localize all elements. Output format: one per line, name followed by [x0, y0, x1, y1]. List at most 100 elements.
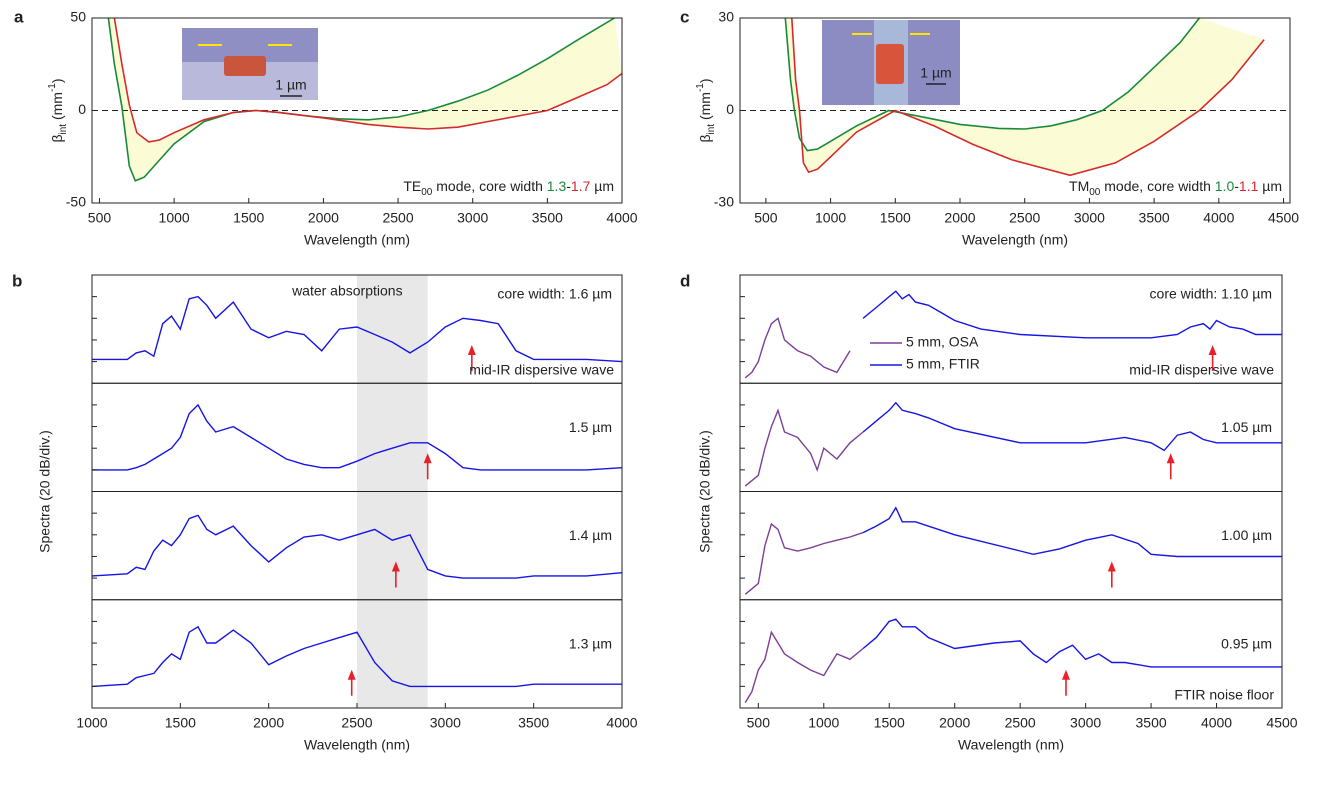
text-part: 1.0 [1215, 178, 1235, 194]
subplot-label: 1.3 µm [569, 635, 612, 651]
x-tick-label: 3500 [532, 210, 563, 226]
subplot-note: mid-IR dispersive wave [1129, 362, 1274, 378]
arrow-head [391, 561, 400, 572]
subplot-label: 1.4 µm [569, 527, 612, 543]
text-part: - [1234, 178, 1239, 194]
y-tick-label: -50 [66, 194, 86, 210]
data-line [113, 18, 622, 143]
spectrum-line [744, 408, 864, 487]
x-axis-label: Wavelength (nm) [958, 737, 1064, 753]
subplot-label: 1.05 µm [1221, 419, 1272, 435]
subplot [92, 295, 622, 363]
x-tick-label: 1000 [808, 715, 839, 731]
legend-label: 5 mm, OSA [906, 334, 979, 350]
annotation: TM00 mode, core width 1.0-1.1 µm [1069, 178, 1282, 198]
subplot [744, 401, 1282, 487]
x-axis-label: Wavelength (nm) [304, 737, 410, 753]
x-tick-label: 4000 [606, 210, 637, 226]
text-part: 00 [1089, 187, 1101, 198]
x-tick-label: 3500 [1139, 210, 1170, 226]
x-tick-label: 2000 [308, 210, 339, 226]
x-tick-label: 3500 [518, 715, 549, 731]
x-tick-label: 1000 [815, 210, 846, 226]
x-tick-label: 4000 [606, 715, 637, 731]
x-tick-label: 2000 [944, 210, 975, 226]
panel-label: d [680, 271, 690, 290]
text-part: ) [697, 78, 713, 83]
y-axis-label: Spectra (20 dB/div.) [37, 430, 53, 553]
fill-between [108, 18, 622, 181]
subplot-label: core width: 1.10 µm [1150, 286, 1272, 302]
subplot [744, 618, 1282, 703]
text-part: β [49, 134, 65, 142]
x-axis-label: Wavelength (nm) [962, 232, 1068, 248]
subplot-note: FTIR noise floor [1174, 686, 1274, 702]
x-tick-label: 500 [747, 715, 771, 731]
plot-area [740, 18, 1290, 177]
inset-c [822, 20, 960, 105]
text-part: ) [49, 78, 65, 83]
arrow-head [1166, 453, 1175, 464]
spectrum-line [862, 618, 1282, 668]
text-part: TE [403, 178, 421, 194]
x-tick-label: 2500 [1005, 715, 1036, 731]
subplot-frame [739, 491, 1283, 601]
subplot-label: 1.5 µm [569, 419, 612, 435]
inset-scale-label: 1 µm [920, 65, 951, 81]
arrow-head [1107, 561, 1116, 572]
text-part: 00 [421, 187, 433, 198]
inset-scale-label: 1 µm [275, 77, 306, 93]
text-part: -1 [47, 83, 58, 92]
inset-a [182, 28, 318, 100]
x-tick-label: 3500 [1136, 715, 1167, 731]
spectrum-line [92, 403, 622, 471]
subplot [92, 403, 622, 471]
fill-between [785, 18, 1265, 176]
x-tick-label: 1500 [233, 210, 264, 226]
y-tick-label: -30 [714, 194, 734, 210]
spectrum-line [862, 290, 1282, 339]
text-part: 1.3 [547, 178, 567, 194]
spectrum-line [92, 514, 622, 579]
subplot [744, 506, 1282, 595]
x-tick-label: 4000 [1201, 715, 1232, 731]
x-tick-label: 1500 [880, 210, 911, 226]
arrow-head [347, 669, 356, 680]
annotation: TE00 mode, core width 1.3-1.7 µm [403, 178, 614, 198]
arrow-head [1208, 345, 1217, 355]
x-tick-label: 1000 [159, 210, 190, 226]
text-part: int [706, 124, 717, 135]
text-part: 1.7 [571, 178, 591, 194]
subplot-note: mid-IR dispersive wave [469, 362, 614, 378]
subplot-label: core width: 1.6 µm [497, 286, 612, 302]
text-part: mode, core width [432, 178, 546, 194]
x-tick-label: 2000 [253, 715, 284, 731]
arrow-head [423, 453, 432, 464]
spectrum-line [744, 317, 851, 379]
x-tick-label: 3000 [1070, 715, 1101, 731]
text-part: int [58, 124, 69, 135]
y-tick-label: 30 [718, 9, 734, 25]
spectrum-line [744, 522, 864, 595]
subplot [744, 290, 1282, 379]
y-axis-label: βint (mm-1) [47, 78, 69, 142]
spectrum-line [92, 625, 622, 688]
inset-core [876, 44, 904, 84]
data-line [791, 18, 1265, 177]
text-part: (mm [697, 92, 713, 124]
subplot-label: 0.95 µm [1221, 635, 1272, 651]
x-tick-label: 1000 [76, 715, 107, 731]
x-axis-label: Wavelength (nm) [304, 232, 410, 248]
x-tick-label: 500 [88, 210, 112, 226]
spectrum-line [862, 506, 1282, 558]
subplot-label: 1.00 µm [1221, 527, 1272, 543]
x-tick-label: 4000 [1203, 210, 1234, 226]
data-line [784, 18, 1201, 152]
subplot-frame [739, 599, 1283, 709]
text-part: (mm [49, 92, 65, 124]
x-tick-label: 500 [754, 210, 778, 226]
y-tick-label: 0 [78, 101, 86, 117]
y-axis-label: Spectra (20 dB/div.) [697, 430, 713, 553]
text-part: -1 [695, 83, 706, 92]
panel-label: b [12, 271, 22, 290]
